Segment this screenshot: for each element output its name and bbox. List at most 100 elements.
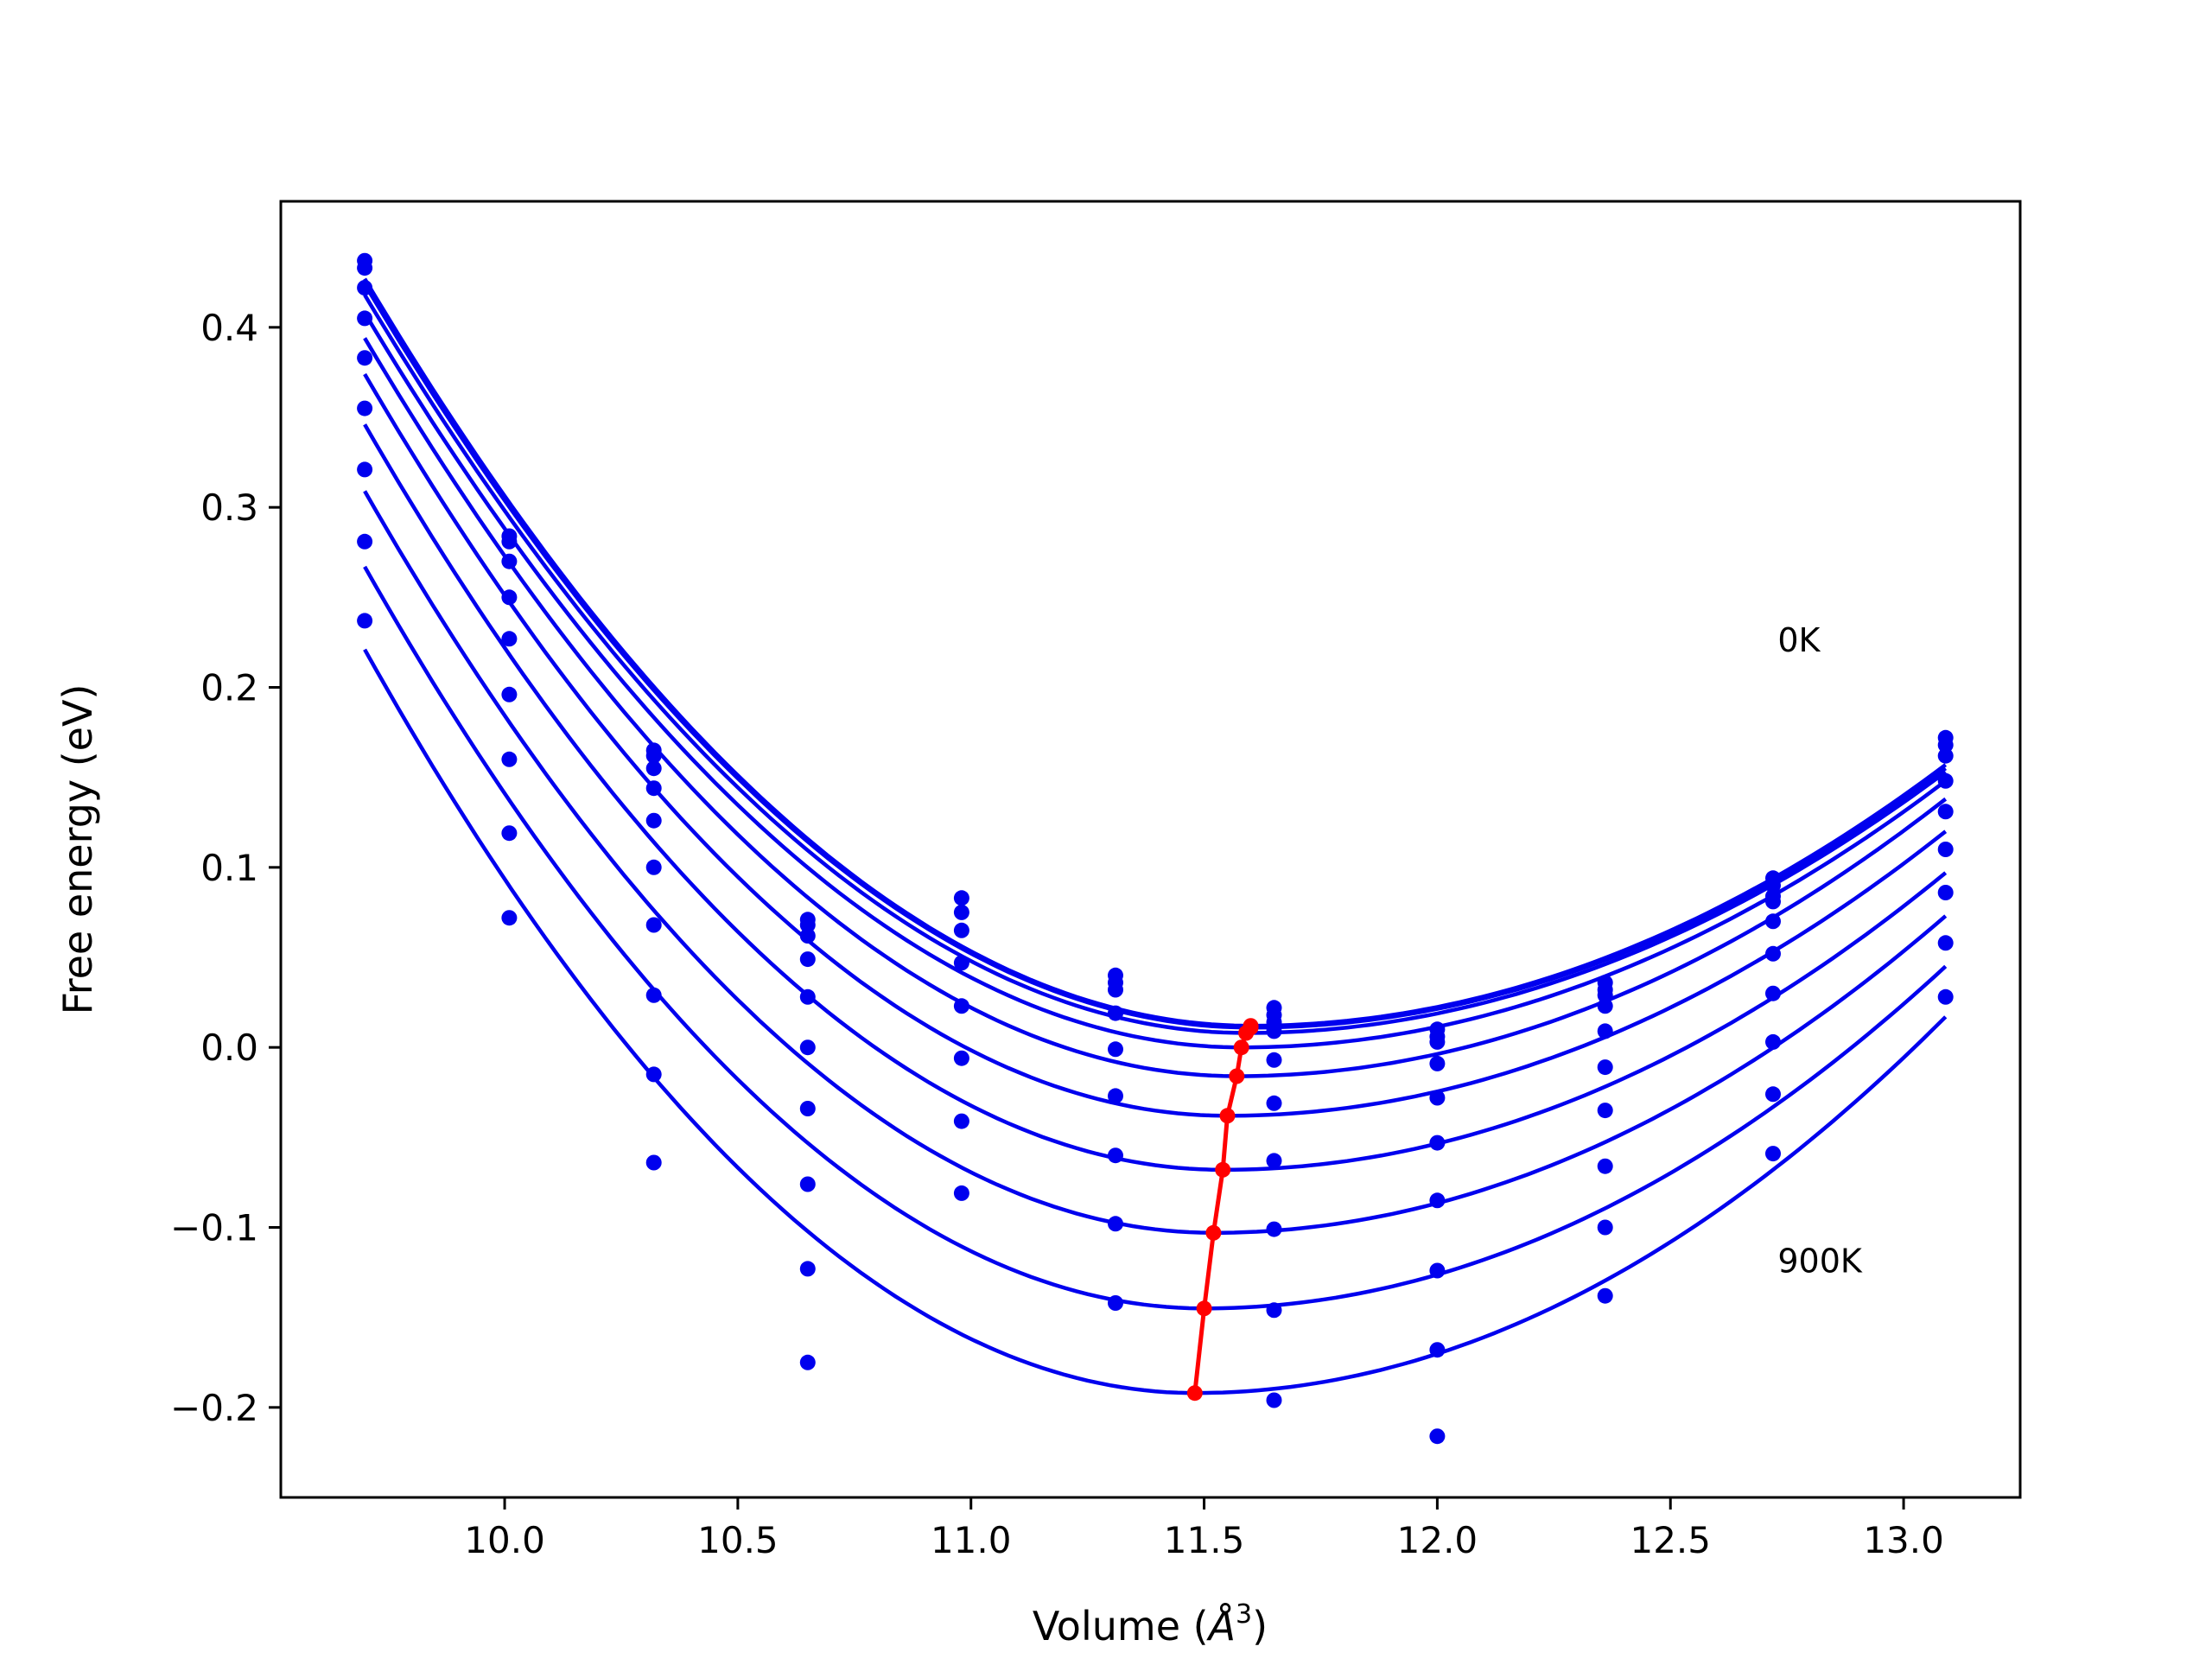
data-point-800K [1429,1342,1446,1358]
x-axis-label-close: ) [1252,1603,1268,1649]
curve-700K [363,490,1948,1235]
data-point-500K [501,686,518,702]
data-point-800K [645,1066,662,1083]
data-point-200K [357,280,373,296]
x-tick-label: 12.0 [1397,1519,1478,1561]
data-point-300K [357,310,373,327]
data-point-100K [1765,877,1781,893]
data-point-900K [799,1354,816,1370]
data-point-600K [645,917,662,933]
x-axis-label-exp: 3 [1236,1599,1252,1630]
curve-800K [363,565,1948,1311]
data-point-400K [953,998,969,1014]
data-point-400K [1108,1041,1123,1058]
x-tick-label: 12.5 [1630,1519,1711,1561]
data-point-900K [1429,1428,1446,1445]
minimum-point [1238,1025,1255,1041]
data-point-200K [645,760,662,777]
curve-500K [363,372,1948,1118]
data-point-500K [357,400,373,416]
data-point-0K [953,890,969,906]
data-point-700K [1266,1221,1282,1237]
data-point-800K [1266,1302,1282,1319]
curve-200K [363,294,1948,1035]
data-point-300K [645,780,662,797]
data-point-200K [953,922,969,938]
data-point-400K [645,812,662,829]
annotations: 0K 900K [1777,621,1863,1281]
curve-600K [363,423,1948,1173]
data-point-200K [501,553,518,569]
data-point-100K [645,747,662,764]
y-tick-label: 0.2 [200,667,258,709]
minimum-point [1186,1385,1203,1402]
curve-300K [363,312,1948,1050]
fitted-curves [363,277,1948,1395]
x-axis-label-text: Volume ( [1033,1603,1209,1649]
data-point-200K [799,928,816,944]
data-point-100K [1937,737,1954,753]
data-point-500K [953,1050,969,1066]
curve-400K [363,337,1948,1078]
data-point-800K [1937,988,1954,1005]
data-point-600K [1266,1153,1282,1169]
x-tick-label: 13.0 [1863,1519,1944,1561]
data-point-600K [501,751,518,767]
data-point-700K [1597,1158,1613,1174]
x-tick-label: 11.5 [1164,1519,1245,1561]
minimum-point [1219,1108,1236,1124]
minimum-point [1215,1161,1231,1178]
data-point-600K [1597,1103,1613,1119]
x-axis-ticks: 10.0 10.5 11.0 11.5 12.0 12.5 13.0 [464,1497,1944,1561]
data-point-700K [501,825,518,842]
curve-100K [363,283,1948,1030]
data-point-300K [1266,1023,1282,1039]
data-point-300K [501,589,518,606]
data-point-400K [357,350,373,366]
data-point-600K [953,1113,969,1129]
x-tick-label: 10.5 [697,1519,779,1561]
y-axis-label: Free energy (eV) [54,684,101,1015]
minimum-line [1186,1018,1259,1402]
data-point-500K [1266,1095,1282,1111]
data-point-700K [1108,1216,1123,1232]
minimum-point [1196,1300,1212,1317]
x-axis-label-unit: Å [1206,1603,1236,1649]
data-point-300K [1429,1055,1446,1071]
data-point-500K [1597,1059,1613,1076]
data-point-200K [1597,987,1613,1003]
data-point-200K [1937,747,1954,764]
data-point-800K [1765,1086,1781,1103]
y-tick-label: −0.1 [170,1207,258,1249]
data-point-600K [1429,1192,1446,1209]
data-point-400K [1597,1023,1613,1039]
data-point-300K [1765,893,1781,910]
data-point-700K [799,1176,816,1192]
y-tick-label: 0.4 [200,307,258,349]
curve-900K [363,648,1948,1395]
data-point-400K [1937,804,1954,820]
data-point-100K [501,533,518,550]
minimum-point [1205,1224,1222,1241]
data-point-900K [1765,1146,1781,1162]
data-point-700K [1765,1033,1781,1050]
data-point-500K [645,859,662,875]
x-tick-label: 10.0 [464,1519,545,1561]
annotation-label: 900K [1777,1243,1863,1281]
data-point-500K [1765,945,1781,962]
data-point-500K [799,1039,816,1056]
data-point-600K [799,1101,816,1116]
data-point-800K [1108,1295,1123,1311]
data-point-500K [1108,1088,1123,1104]
data-point-700K [1937,935,1954,951]
y-tick-label: 0.3 [200,486,258,529]
data-point-400K [1266,1052,1282,1068]
data-point-900K [645,1154,662,1171]
data-point-500K [1429,1135,1446,1151]
data-points [357,252,1954,1445]
data-point-300K [953,955,969,971]
data-point-400K [1429,1090,1446,1106]
y-tick-label: 0.0 [200,1027,258,1069]
data-point-100K [953,904,969,920]
